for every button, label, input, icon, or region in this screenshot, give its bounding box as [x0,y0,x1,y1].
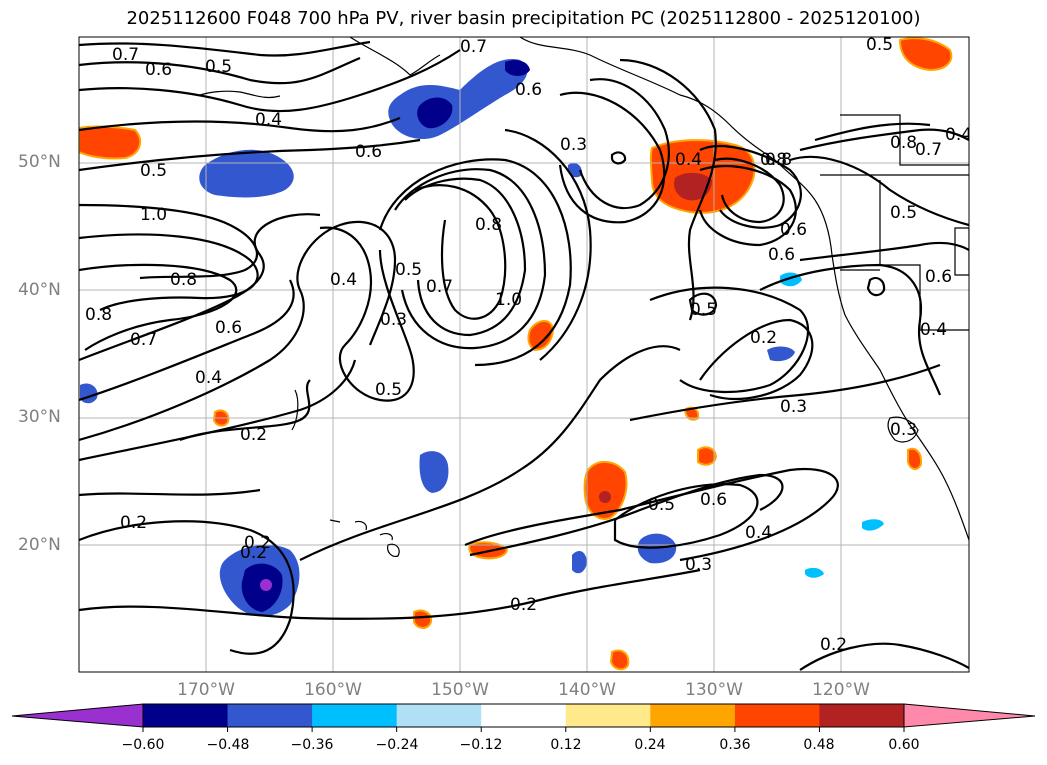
lon-label: 140°W [558,680,616,700]
colorbar-bin [734,704,820,727]
contour-label: 0.2 [240,425,267,445]
contour-label: 0.5 [205,57,232,77]
colorbar-tick-label: −0.48 [206,737,250,753]
contour-label: 0.3 [890,420,917,440]
contour-label: 0.8 [170,270,197,290]
contour-label: 0.8 [760,150,787,170]
contour-label: 0.4 [945,125,972,145]
colorbar-tick-label: −0.24 [375,737,419,753]
colorbar-tick-label: 0.48 [803,737,835,753]
contour-label: 0.5 [890,203,917,223]
contour-label: 0.6 [700,490,727,510]
colorbar-bin [227,704,313,727]
colorbar-tick-label: 0.24 [634,737,666,753]
contour-label: 0.2 [510,595,537,615]
contour-label: 0.6 [515,80,542,100]
lat-label: 50°N [18,152,61,172]
graticule [79,37,969,672]
contour-label: 0.2 [820,635,847,655]
contour-label: 0.8 [85,305,112,325]
colorbar-tick-label: −0.36 [290,737,334,753]
contour-label: 0.2 [244,533,271,553]
colorbar-tick-label: 0.36 [719,737,751,753]
contour-label: 0.3 [685,555,712,575]
contour-label: 0.4 [255,110,282,130]
contour-label: 1.0 [495,290,522,310]
contour-label: 0.8 [890,133,917,153]
colorbar-bin [481,704,567,727]
contour-label: 0.8 [475,215,502,235]
colorbar-extend-min [11,703,144,728]
contour-label: 0.5 [648,495,675,515]
contour-label: 0.7 [112,45,139,65]
contour-label: 0.6 [355,142,382,162]
lon-label: 170°W [177,680,235,700]
contour-label: 0.6 [145,60,172,80]
map-frame [78,36,970,673]
colorbar-extend-max [903,703,1036,728]
lat-label: 30°N [18,407,61,427]
colorbar-frame [142,703,905,728]
contour-label: 0.6 [768,245,795,265]
contour-label: 0.4 [920,320,947,340]
lat-label: 20°N [18,535,61,555]
contour-label: 0.4 [330,270,357,290]
contour-label: 0.3 [380,310,407,330]
colorbar-tick-label: 0.60 [888,737,920,753]
contour-label: 0.7 [426,277,453,297]
lon-label: 150°W [431,680,489,700]
contour-label: 0.4 [745,523,772,543]
contour-label: 0.5 [375,380,402,400]
colorbar-bin [650,704,736,727]
contour-label: 0.5 [140,161,167,181]
contour-label: 0.5 [866,35,893,55]
colorbar-tick-label: 0.12 [550,737,582,753]
contour-label: 1.0 [140,205,167,225]
contour-label: 0.7 [130,330,157,350]
contour-label: 0.2 [240,543,267,563]
colorbar-bin [143,704,229,727]
colorbar-bin [396,704,482,727]
contour-label: 0.7 [460,37,487,57]
contour-label: 0.2 [750,328,777,348]
contour-labels: 0.7 0.6 0.5 0.4 0.6 0.5 1.0 0.8 0.8 0.7 … [85,35,972,655]
contour-label: 0.6 [925,267,952,287]
colorbar-bin [819,704,905,727]
contour-label: 0.2 [120,513,147,533]
colorbar-bin [565,704,651,727]
contour-label: 0.6 [780,220,807,240]
coastlines [199,37,969,557]
lon-label: 160°W [304,680,362,700]
lon-label: 130°W [685,680,743,700]
contour-label: 0.6 [215,318,242,338]
contour-label: 0.7 [915,140,942,160]
contour-label: 0.4 [195,368,222,388]
map-title: 2025112600 F048 700 hPa PV, river basin … [126,8,921,29]
contour-label: 0.3 [560,135,587,155]
contour-label: 0.5 [690,300,717,320]
colorbar-tick-label: −0.60 [121,737,165,753]
pv-contours [79,40,969,671]
colorbar [11,703,1036,732]
lon-label: 120°W [812,680,870,700]
lat-label: 40°N [18,280,61,300]
contour-label: 0.8 [765,150,792,170]
contour-label: 0.3 [780,397,807,417]
contour-label: 0.4 [675,150,702,170]
contour-label: 0.5 [395,260,422,280]
colorbar-tick-label: −0.12 [459,737,503,753]
colorbar-bin [312,704,398,727]
